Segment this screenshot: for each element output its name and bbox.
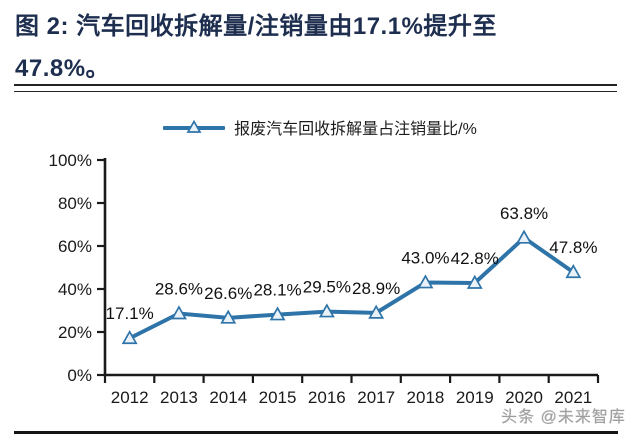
x-axis-tick-label: 2014 [209,388,247,407]
figure-title-line2: 47.8%。 [15,55,111,82]
data-point-label: 29.5% [303,278,351,297]
x-axis-tick-label: 2016 [308,388,346,407]
y-axis-tick-label: 20% [58,323,92,342]
figure-title-line1: 图 2: 汽车回收拆解量/注销量由17.1%提升至 [15,13,497,40]
y-axis-tick-label: 40% [58,280,92,299]
title-divider-double-rule [14,84,617,92]
data-point-label: 47.8% [549,238,597,257]
data-point-marker [121,330,138,345]
data-point-marker [220,309,237,324]
x-axis-tick-label: 2021 [554,388,592,407]
data-point-marker [466,274,483,289]
y-axis-tick-label: 100% [49,151,92,170]
watermark: 头条 @未来智库 [501,409,626,426]
bottom-divider [14,431,618,434]
data-point-label: 28.6% [155,280,203,299]
x-axis-tick-label: 2013 [160,388,198,407]
x-axis-tick-label: 2015 [259,388,297,407]
x-axis-tick-label: 2019 [456,388,494,407]
series-line [128,235,575,341]
data-point-label: 28.1% [253,281,301,300]
triangle-marker-icon [186,119,202,133]
chart-legend: 报废汽车回收拆解量占注销量比/% [0,114,640,140]
x-axis-tick-label: 2018 [407,388,445,407]
x-axis-tick-label: 2017 [357,388,395,407]
data-point-label: 17.1% [106,304,154,323]
data-point-label: 26.6% [204,284,252,303]
data-point-marker [318,303,335,318]
data-point-marker [516,229,533,244]
data-point-marker [269,306,286,321]
legend-label: 报废汽车回收拆解量占注销量比/% [234,121,477,138]
data-point-marker [368,304,385,319]
data-point-label: 43.0% [401,249,449,268]
y-axis-tick-label: 0% [67,366,92,385]
x-axis-tick-label: 2020 [505,388,543,407]
data-point-marker [170,305,187,320]
data-point-label: 28.9% [352,279,400,298]
data-point-marker [417,274,434,289]
y-axis-tick-label: 60% [58,237,92,256]
y-axis-tick-label: 80% [58,194,92,213]
data-point-label: 63.8% [500,204,548,223]
x-axis-tick-label: 2012 [111,388,149,407]
chart-axes [103,158,598,377]
figure-title: 图 2: 汽车回收拆解量/注销量由17.1%提升至 47.8%。 [15,6,615,90]
data-point-label: 42.8% [451,249,499,268]
data-point-marker [565,264,582,279]
legend-line-triangle-icon [163,119,226,135]
